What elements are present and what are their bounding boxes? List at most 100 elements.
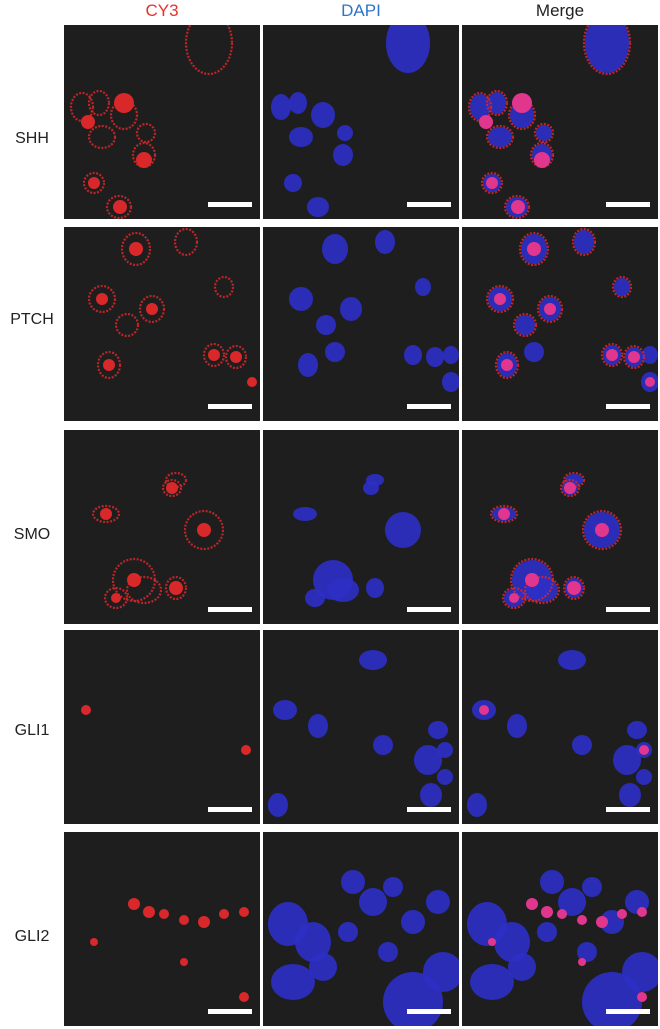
scale-bar: [208, 807, 252, 812]
scale-bar: [208, 1009, 252, 1014]
nucleus: [470, 94, 490, 120]
micrograph-panel-gli2-blue: [263, 832, 459, 1026]
cy3-signal-spot: [578, 958, 586, 966]
row-label-smo: SMO: [13, 526, 51, 543]
cy3-signal-ring: [562, 471, 586, 489]
cy3-signal-ring: [582, 25, 632, 76]
scale-bar: [407, 807, 451, 812]
nucleus: [488, 92, 506, 114]
cy3-signal-ring: [103, 586, 129, 610]
cy3-signal-ring: [69, 91, 95, 123]
nucleus: [359, 888, 387, 916]
cy3-signal-spot: [239, 992, 249, 1002]
cy3-signal-ring: [559, 478, 581, 498]
nucleus: [271, 94, 291, 120]
nucleus: [420, 783, 442, 807]
nucleus: [295, 922, 331, 962]
nucleus: [308, 714, 328, 738]
nucleus: [325, 342, 345, 362]
micrograph-image: [268, 870, 459, 1026]
nucleus: [572, 735, 592, 755]
nucleus: [309, 953, 337, 981]
cy3-signal-spot: [127, 573, 141, 587]
cy3-signal-spot: [111, 593, 121, 603]
scale-bar: [208, 607, 252, 612]
cy3-signal-ring: [173, 227, 199, 257]
scale-bar: [606, 404, 650, 409]
nucleus: [582, 877, 602, 897]
cy3-signal-ring: [224, 344, 248, 370]
column-header-merge: Merge: [535, 1, 585, 20]
cy3-signal-spot: [501, 359, 513, 371]
scale-bar: [606, 807, 650, 812]
cy3-signal-spot: [488, 938, 496, 946]
nucleus: [316, 315, 336, 335]
nucleus: [414, 745, 442, 775]
cy3-signal-spot: [494, 293, 506, 305]
cy3-signal-ring: [105, 194, 133, 219]
micrograph-image: [69, 25, 252, 219]
nucleus: [338, 922, 358, 942]
micrograph-panel-smo-red: [64, 430, 260, 624]
micrograph-panel-shh-merge: [462, 25, 658, 219]
micrograph-image: [91, 471, 252, 612]
cy3-signal-ring: [164, 575, 188, 601]
cy3-signal-spot: [247, 377, 257, 387]
cy3-signal-ring: [485, 124, 515, 150]
micrograph-panel-shh-red: [64, 25, 260, 219]
cy3-signal-ring: [489, 504, 519, 524]
micrograph-panel-gli1-red: [64, 630, 260, 824]
nucleus: [289, 287, 313, 311]
cy3-signal-spot: [525, 573, 539, 587]
row-label-gli2: GLI2: [14, 928, 50, 945]
cy3-signal-spot: [146, 303, 158, 315]
nucleus: [642, 346, 658, 364]
scale-bar: [407, 1009, 451, 1014]
cy3-signal-spot: [100, 508, 112, 520]
cy3-signal-spot: [606, 349, 618, 361]
cy3-signal-spot: [219, 909, 229, 919]
micrograph-panel-ptch-red: [64, 227, 260, 421]
cy3-signal-spot: [198, 916, 210, 928]
cy3-signal-spot: [567, 581, 581, 595]
micrograph-panel-gli1-blue: [263, 630, 459, 824]
micrograph-image: [90, 898, 252, 1014]
micrograph-panel-ptch-blue: [263, 227, 459, 421]
nucleus: [614, 278, 630, 296]
cy3-signal-spot: [136, 152, 152, 168]
cy3-signal-ring: [494, 350, 520, 380]
nucleus: [508, 953, 536, 981]
scale-bar: [208, 202, 252, 207]
nucleus: [443, 346, 459, 364]
micrograph-panel-shh-blue: [263, 25, 459, 219]
cy3-signal-spot: [526, 898, 538, 910]
cy3-signal-spot: [534, 152, 550, 168]
cy3-signal-ring: [512, 312, 538, 338]
cy3-signal-spot: [88, 177, 100, 189]
nucleus: [577, 942, 597, 962]
cy3-signal-ring: [125, 575, 163, 605]
cy3-signal-ring: [562, 575, 586, 601]
cy3-signal-spot: [230, 351, 242, 363]
nucleus: [558, 888, 586, 916]
cy3-signal-spot: [239, 907, 249, 917]
cy3-signal-spot: [169, 581, 183, 595]
nucleus: [404, 345, 422, 365]
nucleus: [366, 474, 384, 486]
scale-bar: [407, 202, 451, 207]
cy3-signal-spot: [628, 351, 640, 363]
nucleus: [340, 297, 362, 321]
cy3-signal-ring: [611, 275, 633, 299]
nucleus: [378, 942, 398, 962]
cy3-signal-spot: [180, 958, 188, 966]
nucleus: [558, 650, 586, 670]
cy3-signal-spot: [96, 293, 108, 305]
nucleus: [271, 964, 315, 1000]
cy3-signal-ring: [480, 171, 504, 195]
nucleus: [426, 347, 444, 367]
cy3-signal-ring: [600, 342, 624, 368]
nucleus: [311, 102, 335, 128]
nucleus: [293, 507, 317, 521]
micrograph-panel-ptch-merge: [462, 227, 658, 421]
micrograph-image: [467, 870, 658, 1026]
